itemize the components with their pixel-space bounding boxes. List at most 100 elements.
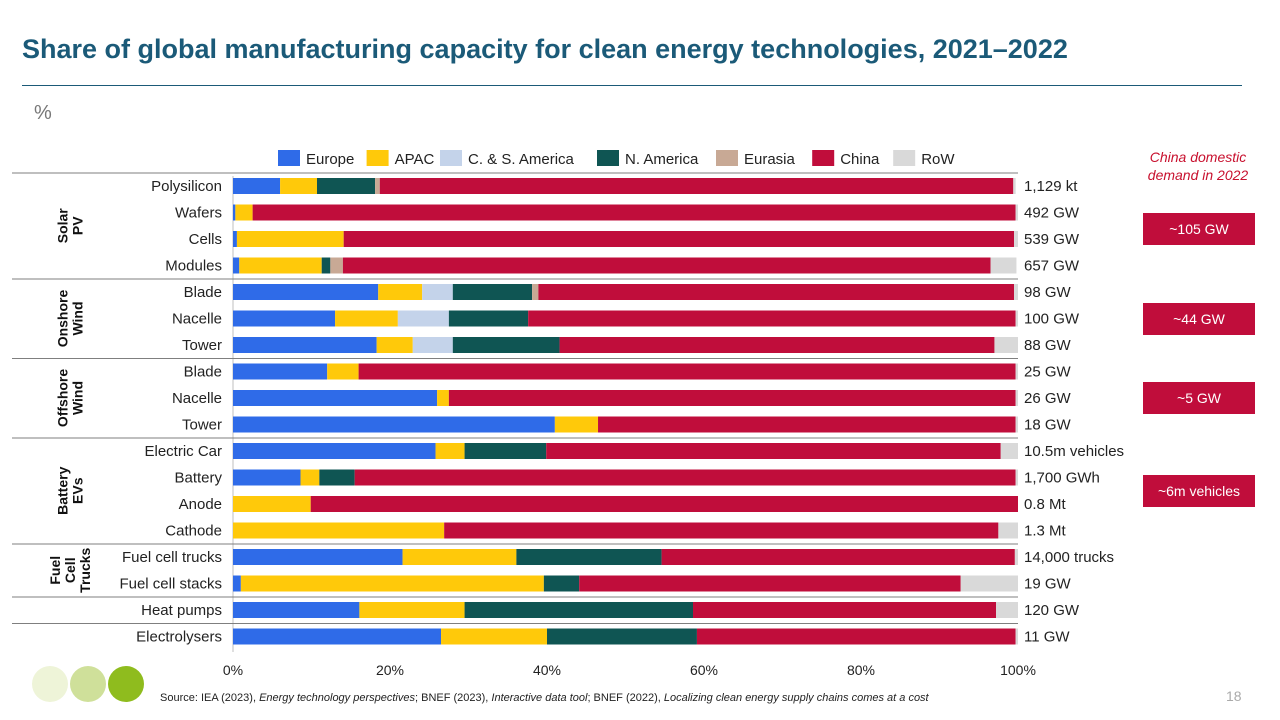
bar-segment [516,549,662,565]
category-label: Nacelle [172,311,222,328]
total-label: 492 GW [1024,205,1080,222]
bar-segment [233,363,328,380]
bar-segment [1015,204,1018,221]
bar-segment [538,284,1015,300]
category-label: Anode [179,496,222,513]
bar-segment [233,257,240,274]
bar-segment [1015,469,1018,486]
bar-segment [990,257,1017,274]
source-note: Source: IEA (2023), Energy technology pe… [160,692,929,704]
bar-segment [464,602,694,618]
legend-label: China [840,151,880,168]
total-label: 18 GW [1024,417,1072,434]
category-label: Electric Car [144,443,222,460]
bar-segment [233,178,281,194]
category-label: Tower [182,337,222,354]
group-label: Offshore [55,369,71,428]
bar-segment [532,284,539,300]
bar-segment [233,390,438,406]
bar-segment [543,575,580,592]
bar-segment [342,257,991,274]
bar-segment [239,257,322,274]
page-number: 18 [1226,688,1242,704]
bar-segment [358,363,1016,380]
bar-segment [397,310,449,327]
bar-segment [235,204,253,221]
category-label: Nacelle [172,390,222,407]
bar-segment [1015,628,1018,645]
bar-segment [579,575,961,592]
category-label: Blade [184,284,222,301]
bar-segment [335,310,398,327]
bar-segment [452,284,533,300]
category-label: Modules [165,258,222,275]
legend-label: Eurasia [744,151,796,168]
legend-swatch [812,150,835,166]
bar-segment [402,549,517,565]
bar-segment [316,178,376,194]
bar-segment [441,628,547,645]
total-label: 14,000 trucks [1024,549,1114,566]
category-label: Battery [174,470,222,487]
total-label: 657 GW [1024,258,1080,275]
bar-segment [435,443,465,459]
bar-segment [1013,178,1016,194]
bar-segment [236,231,344,247]
group-label: Solar [55,208,71,244]
china-demand-box-solar: ~105 GW [1143,213,1255,245]
bar-segment [233,575,241,592]
bar-segment [693,602,997,618]
bar-segment [376,337,413,353]
legend-swatch [893,150,916,166]
bar-segment [1000,443,1018,459]
bar-segment [996,602,1018,618]
category-label: Tower [182,417,222,434]
bar-segment [233,549,403,565]
bar-segment [598,416,1016,433]
bar-segment [233,602,360,618]
group-label: Trucks [77,547,93,592]
legend-label: RoW [921,151,955,168]
x-tick-label: 80% [847,662,875,678]
unit-label: % [34,102,52,124]
category-label: Wafers [175,205,222,222]
bar-segment [233,337,377,353]
bar-segment [233,416,555,433]
bar-segment [327,363,359,380]
bar-segment [233,469,301,486]
title-divider [22,85,1242,86]
legend-label: C. & S. America [468,151,575,168]
china-demand-box-offshore: ~5 GW [1143,382,1255,414]
legend-swatch [440,150,462,166]
bar-segment [1015,416,1018,433]
legend-swatch [278,150,300,166]
bar-segment [240,575,544,592]
total-label: 19 GW [1024,576,1072,593]
china-demand-box-ev: ~6m vehicles [1143,475,1255,507]
total-label: 26 GW [1024,390,1072,407]
bar-segment [233,284,379,300]
bar-segment [280,178,317,194]
bar-segment [444,522,999,539]
x-tick-label: 0% [223,662,243,678]
x-tick-label: 60% [690,662,718,678]
bar-segment [1014,284,1018,300]
x-tick-label: 20% [376,662,404,678]
bar-segment [233,496,311,512]
total-label: 1.3 Mt [1024,523,1067,540]
bar-segment [359,602,465,618]
legend-label: APAC [395,151,435,168]
bar-segment [546,443,1001,459]
total-label: 1,700 GWh [1024,470,1100,487]
group-label: Wind [70,301,86,335]
total-label: 120 GW [1024,602,1080,619]
bar-segment [233,204,236,221]
group-label: Onshore [55,290,71,348]
bar-segment [696,628,1016,645]
legend-swatch [597,150,619,166]
bar-segment [547,628,697,645]
bar-segment [1015,363,1018,380]
bar-segment [252,204,1016,221]
bar-segment [354,469,1016,486]
group-label: Wind [70,381,86,415]
